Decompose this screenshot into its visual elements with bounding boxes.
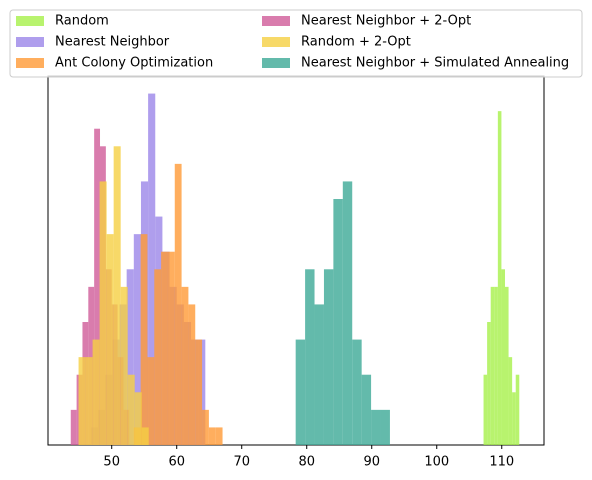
histogram-bar: [508, 357, 513, 445]
legend-swatch: [16, 16, 44, 26]
histogram-bar: [188, 304, 196, 445]
histogram-bar: [352, 339, 362, 445]
histogram-bar: [490, 286, 495, 445]
histogram-bar: [295, 339, 306, 445]
histogram-bar: [195, 339, 203, 445]
histogram-bar: [305, 269, 315, 445]
legend-label: Ant Colony Optimization: [55, 56, 213, 71]
histogram-bar: [134, 392, 142, 445]
histogram-bar: [361, 374, 372, 445]
histogram-bar: [127, 374, 135, 445]
histogram-bar: [133, 234, 141, 445]
legend-label: Nearest Neighbor + 2-Opt: [301, 14, 471, 29]
histogram-bar: [202, 409, 209, 445]
legend-box: [9, 9, 583, 78]
x-tick-label: 50: [103, 455, 120, 470]
x-tick-label: 80: [298, 455, 315, 470]
histogram-bar: [494, 286, 498, 445]
x-tick-label: 70: [233, 455, 250, 470]
histogram-bar: [487, 322, 491, 445]
histogram-bar: [126, 269, 134, 445]
histogram-bar: [483, 374, 488, 445]
histogram-bar: [515, 374, 520, 445]
histogram-bar: [141, 427, 149, 445]
histogram-bar: [167, 251, 175, 445]
histogram-bar: [501, 269, 505, 445]
histogram-bar: [154, 269, 162, 445]
histogram-bar: [106, 234, 114, 445]
histogram-bar: [504, 286, 509, 445]
histogram-bar: [215, 427, 223, 445]
x-tick-label: 90: [363, 455, 380, 470]
histogram-bar: [380, 409, 390, 445]
histogram-bar: [85, 357, 93, 445]
legend-label: Nearest Neighbor: [55, 35, 170, 50]
legend-label: Nearest Neighbor + Simulated Annealing: [301, 56, 569, 71]
histogram-bar: [99, 181, 107, 445]
histogram-bar: [113, 146, 121, 446]
histogram-bar: [342, 181, 353, 445]
histogram-bar: [333, 199, 343, 445]
legend-swatch: [16, 37, 44, 47]
histogram-bar: [94, 128, 101, 445]
histogram-bar: [161, 251, 168, 445]
histogram-bar: [497, 111, 502, 446]
histogram-bar: [174, 163, 182, 445]
histogram-bar: [120, 286, 128, 445]
legend-swatch: [16, 58, 44, 68]
histogram-bar: [512, 392, 516, 445]
x-tick-label: 110: [489, 455, 514, 470]
histogram-bar: [92, 339, 100, 445]
histogram-bar: [371, 409, 381, 445]
histogram-bar: [148, 93, 156, 446]
histogram-bar: [314, 304, 324, 445]
histogram-bar: [323, 269, 334, 445]
legend-label: Random + 2-Opt: [301, 35, 411, 50]
histogram-bar: [70, 409, 77, 445]
x-tick-label: 100: [424, 455, 449, 470]
histogram-bar: [181, 286, 189, 445]
histogram-bar: [147, 357, 155, 445]
histogram-bar: [140, 234, 148, 445]
legend-swatch: [262, 16, 290, 26]
legend-label: Random: [55, 14, 109, 29]
histogram-bar: [208, 427, 216, 445]
x-tick-label: 60: [168, 455, 185, 470]
histogram-bar: [78, 357, 86, 445]
legend-swatch: [262, 58, 290, 68]
legend-swatch: [262, 37, 290, 47]
